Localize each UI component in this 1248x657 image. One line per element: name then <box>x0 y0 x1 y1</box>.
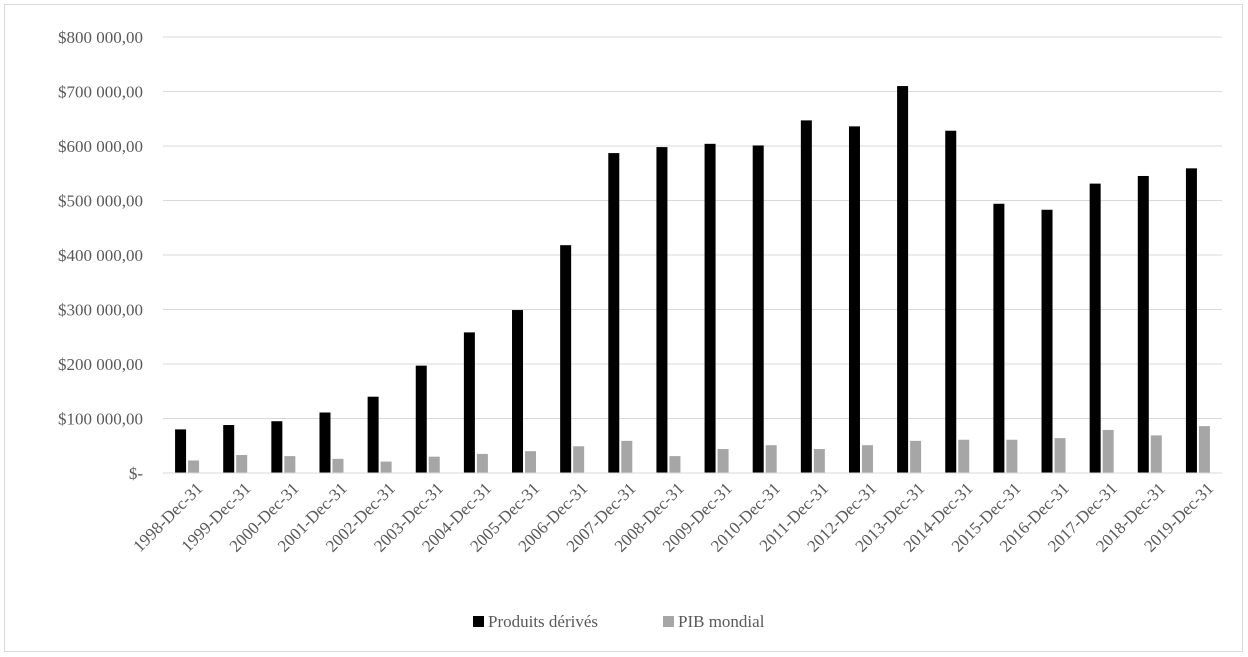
y-tick-label: $200 000,00 <box>58 355 143 374</box>
bar-produits-derives <box>656 147 668 473</box>
y-tick-label: $100 000,00 <box>58 410 143 429</box>
bar-produits-derives <box>752 145 764 473</box>
y-tick-label: $700 000,00 <box>58 83 143 102</box>
bar-pib-mondial <box>573 446 585 473</box>
bar-produits-derives <box>1041 209 1053 473</box>
bar-produits-derives <box>560 245 572 473</box>
bar-produits-derives <box>993 203 1005 473</box>
bar-produits-derives <box>175 429 187 473</box>
bar-pib-mondial <box>621 440 633 473</box>
y-axis-tick-labels: $- $100 000,00 $200 000,00 $300 000,00 $400 … <box>58 28 143 483</box>
bar-produits-derives <box>319 412 331 473</box>
bar-pib-mondial <box>1054 438 1066 473</box>
gridlines <box>163 36 1222 419</box>
bar-produits-derives <box>1185 168 1197 473</box>
legend: Produits dérivés PIB mondial <box>473 612 765 631</box>
bar-pib-mondial <box>861 445 873 473</box>
bar-pib-mondial <box>813 449 825 473</box>
bar-pib-mondial <box>1102 429 1114 473</box>
bar-pib-mondial <box>284 456 296 473</box>
bar-pib-mondial <box>236 455 248 473</box>
bar-produits-derives <box>704 143 716 473</box>
legend-swatch <box>473 616 484 627</box>
bar-pib-mondial <box>669 456 681 473</box>
bar-produits-derives <box>1137 175 1149 473</box>
bar-pib-mondial <box>1150 435 1162 473</box>
bar-produits-derives <box>800 120 812 473</box>
bar-pib-mondial <box>476 453 488 473</box>
x-axis-tick-labels: 1998-Dec-311999-Dec-312000-Dec-312001-De… <box>129 479 1217 556</box>
bar-produits-derives <box>463 332 475 473</box>
bar-pib-mondial <box>428 456 440 473</box>
bar-pib-mondial <box>1198 426 1210 473</box>
bar-produits-derives <box>271 421 283 473</box>
bar-pib-mondial <box>525 451 537 473</box>
bar-produits-derives <box>512 310 524 473</box>
bar-produits-derives <box>897 86 909 474</box>
bar-pib-mondial <box>332 458 344 473</box>
bar-produits-derives <box>367 396 379 473</box>
bar-produits-derives <box>608 153 620 473</box>
bar-pib-mondial <box>717 449 729 473</box>
bar-pib-mondial <box>765 445 777 473</box>
legend-label: Produits dérivés <box>488 612 598 631</box>
bar-produits-derives <box>415 365 427 473</box>
y-tick-label: $600 000,00 <box>58 137 143 156</box>
bar-produits-derives <box>945 130 957 474</box>
legend-swatch <box>663 616 674 627</box>
chart-area <box>4 4 1243 652</box>
y-tick-label: $400 000,00 <box>58 246 143 265</box>
y-tick-label: $500 000,00 <box>58 192 143 211</box>
bar-pib-mondial <box>188 460 200 473</box>
bar-produits-derives <box>1089 183 1101 474</box>
y-tick-label: $800 000,00 <box>58 28 143 47</box>
bar-pib-mondial <box>1006 439 1018 473</box>
bar-pib-mondial <box>910 440 922 473</box>
legend-label: PIB mondial <box>678 612 765 631</box>
bar-produits-derives <box>223 425 235 473</box>
bar-pib-mondial <box>380 461 392 473</box>
bars <box>175 86 1210 474</box>
bar-pib-mondial <box>958 439 970 473</box>
y-tick-label: $300 000,00 <box>58 301 143 320</box>
bar-produits-derives <box>848 126 860 473</box>
y-tick-label: $- <box>129 464 144 483</box>
